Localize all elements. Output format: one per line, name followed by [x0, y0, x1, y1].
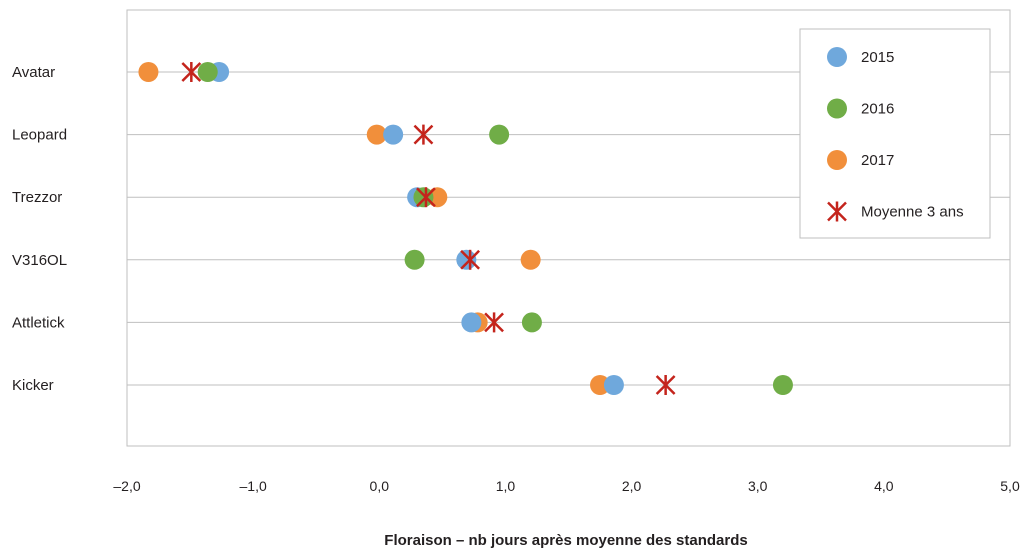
category-label-v316ol: V316OL	[12, 252, 67, 269]
legend-label-moyenne-3-ans: Moyenne 3 ans	[861, 204, 964, 221]
category-label-trezzor: Trezzor	[12, 189, 62, 206]
legend-marker-2017	[827, 150, 847, 170]
category-label-attletick: Attletick	[12, 314, 65, 331]
point-moyenne-3-ans-v316ol	[460, 249, 480, 270]
point-moyenne-3-ans-attletick	[484, 312, 504, 333]
category-label-avatar: Avatar	[12, 64, 55, 81]
point-2017-v316ol	[520, 249, 541, 270]
point-2016-v316ol	[404, 249, 425, 270]
point-moyenne-3-ans-kicker	[655, 375, 676, 395]
point-2016-avatar	[197, 62, 218, 82]
x-tick-label: 5,0	[1000, 478, 1020, 494]
point-2016-leopard	[489, 124, 510, 145]
point-2016-attletick	[521, 312, 542, 333]
x-tick-label: 1,0	[496, 478, 516, 494]
legend-marker-2015	[827, 47, 847, 67]
x-tick-label: 4,0	[874, 478, 894, 494]
point-moyenne-3-ans-avatar	[181, 62, 202, 82]
point-2016-kicker	[772, 375, 793, 395]
x-tick-label: –1,0	[240, 478, 267, 494]
point-2016-trezzor	[413, 187, 434, 208]
point-2015-v316ol	[456, 249, 477, 270]
point-2015-leopard	[383, 124, 404, 145]
x-tick-label: 0,0	[370, 478, 390, 494]
category-label-kicker: Kicker	[12, 377, 54, 394]
legend-marker-2016	[827, 98, 847, 119]
legend-label-2017: 2017	[861, 152, 894, 169]
point-2017-avatar	[138, 62, 159, 82]
data-points	[138, 62, 793, 395]
point-moyenne-3-ans-leopard	[413, 124, 434, 145]
point-moyenne-3-ans-trezzor	[416, 187, 436, 208]
legend-label-2015: 2015	[861, 49, 894, 66]
x-axis-title: Floraison – nb jours après moyenne des s…	[384, 532, 747, 549]
point-2015-kicker	[603, 375, 624, 395]
point-2015-attletick	[461, 312, 482, 333]
category-labels: Avatar Leopard Trezzor V316OL Attletick Kicke…	[12, 64, 67, 394]
legend-label-2016: 2016	[861, 101, 894, 118]
x-tick-label: 3,0	[748, 478, 768, 494]
category-label-leopard: Leopard	[12, 127, 67, 144]
legend-marker-moyenne-3-ans	[827, 201, 847, 222]
x-tick-label: 2,0	[622, 478, 642, 494]
point-2017-kicker	[590, 375, 611, 395]
point-2017-leopard	[366, 124, 387, 145]
x-tick-label: –2,0	[113, 478, 140, 494]
x-tick-labels: –2,0 –1,0 0,0 1,0 2,0 3,0 4,0 5,0	[113, 478, 1020, 494]
legend: 2015 2016 2017 Moyenne 3 ans	[799, 28, 991, 239]
